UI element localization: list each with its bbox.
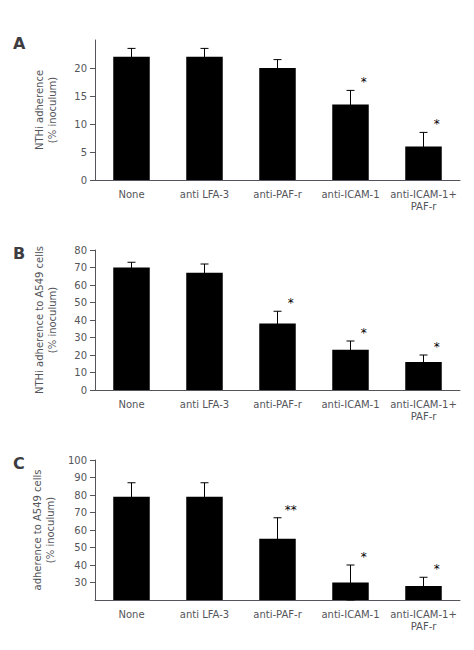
- svg-text:70: 70: [74, 507, 87, 518]
- svg-text:30: 30: [74, 332, 87, 343]
- svg-text:*: *: [434, 117, 440, 131]
- svg-text:0: 0: [81, 385, 87, 396]
- svg-text:30: 30: [74, 577, 87, 588]
- svg-text:*: *: [288, 296, 294, 310]
- svg-text:C: C: [13, 454, 25, 473]
- svg-text:anti-ICAM-1: anti-ICAM-1: [321, 189, 379, 200]
- svg-text:B: B: [13, 244, 25, 263]
- svg-text:*: *: [361, 75, 367, 89]
- svg-text:80: 80: [74, 490, 87, 501]
- svg-text:(% inoculum): (% inoculum): [47, 287, 58, 354]
- svg-text:**: **: [285, 503, 297, 517]
- svg-text:anti LFA-3: anti LFA-3: [180, 189, 229, 200]
- svg-text:A: A: [13, 34, 26, 53]
- svg-text:40: 40: [74, 560, 87, 571]
- svg-text:anti-PAF-r: anti-PAF-r: [253, 609, 302, 620]
- svg-text:anti LFA-3: anti LFA-3: [180, 399, 229, 410]
- svg-text:60: 60: [74, 525, 87, 536]
- svg-text:100: 100: [68, 455, 87, 466]
- svg-text:70: 70: [74, 262, 87, 273]
- svg-text:*: *: [361, 326, 367, 340]
- svg-text:None: None: [118, 609, 144, 620]
- svg-text:5: 5: [81, 147, 87, 158]
- svg-text:20: 20: [74, 350, 87, 361]
- svg-text:anti-ICAM-1: anti-ICAM-1: [321, 609, 379, 620]
- svg-text:anti-PAF-r: anti-PAF-r: [253, 189, 302, 200]
- svg-text:90: 90: [74, 472, 87, 483]
- svg-text:None: None: [118, 189, 144, 200]
- svg-text:anti-ICAM-1+: anti-ICAM-1+: [390, 609, 457, 620]
- svg-text:PAF-r: PAF-r: [411, 201, 438, 212]
- svg-text:50: 50: [74, 297, 87, 308]
- svg-text:80: 80: [74, 245, 87, 256]
- svg-text:PAF-r: PAF-r: [411, 411, 438, 422]
- svg-text:(% inoculum): (% inoculum): [47, 77, 58, 144]
- svg-text:20: 20: [74, 63, 87, 74]
- svg-text:PAF-r: PAF-r: [411, 621, 438, 632]
- svg-text:anti-ICAM-1: anti-ICAM-1: [321, 399, 379, 410]
- svg-text:anti-ICAM-1+: anti-ICAM-1+: [390, 189, 457, 200]
- svg-text:15: 15: [74, 91, 87, 102]
- svg-text:NTHi adherence: NTHi adherence: [34, 70, 45, 150]
- svg-text:None: None: [118, 399, 144, 410]
- svg-text:anti-PAF-r: anti-PAF-r: [253, 399, 302, 410]
- svg-text:50: 50: [74, 542, 87, 553]
- svg-text:anti LFA-3: anti LFA-3: [180, 609, 229, 620]
- svg-text:(% inoculum): (% inoculum): [45, 497, 56, 564]
- svg-text:10: 10: [74, 119, 87, 130]
- svg-text:*: *: [434, 562, 440, 576]
- svg-text:*: *: [361, 550, 367, 564]
- svg-text:10: 10: [74, 367, 87, 378]
- svg-text:*: *: [434, 340, 440, 354]
- svg-text:40: 40: [74, 315, 87, 326]
- svg-text:60: 60: [74, 280, 87, 291]
- svg-text:adherence to A549 cells: adherence to A549 cells: [32, 470, 43, 591]
- svg-text:0: 0: [81, 175, 87, 186]
- svg-text:NTHi adherence to A549 cells: NTHi adherence to A549 cells: [34, 246, 45, 394]
- svg-text:anti-ICAM-1+: anti-ICAM-1+: [390, 399, 457, 410]
